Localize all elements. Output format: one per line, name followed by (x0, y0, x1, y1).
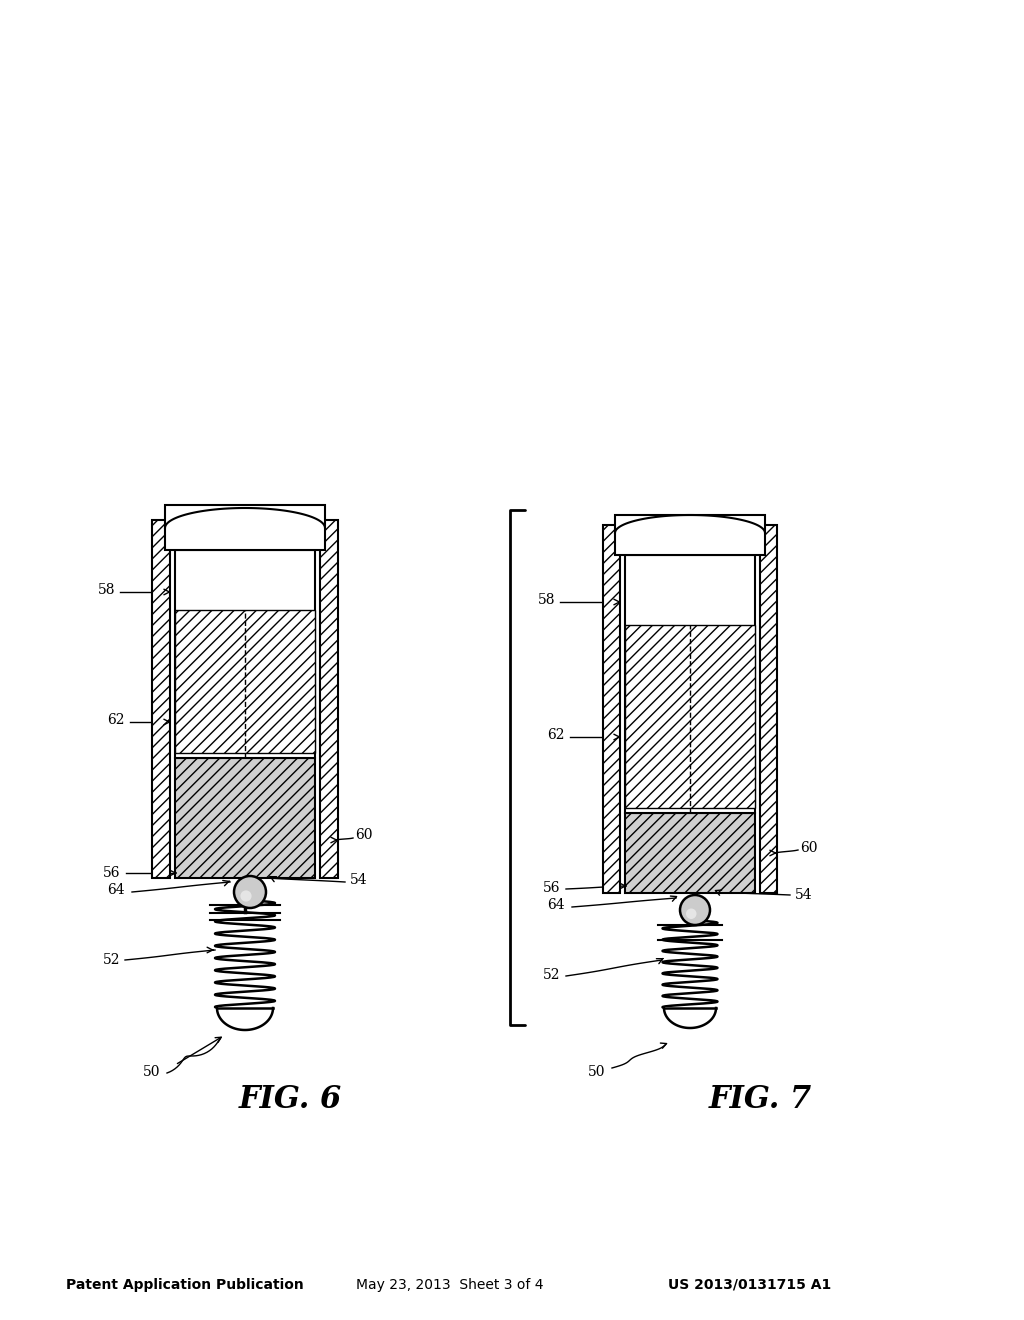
Text: FIG. 6: FIG. 6 (239, 1085, 342, 1115)
Text: Patent Application Publication: Patent Application Publication (67, 1278, 304, 1292)
Bar (625, 813, 755, 894)
Text: 58: 58 (538, 593, 555, 607)
Text: 54: 54 (795, 888, 813, 902)
Text: 52: 52 (102, 953, 120, 968)
Text: 52: 52 (543, 968, 560, 982)
Text: 60: 60 (800, 841, 817, 855)
Text: US 2013/0131715 A1: US 2013/0131715 A1 (669, 1278, 831, 1292)
Text: 64: 64 (548, 898, 565, 912)
Text: 56: 56 (543, 880, 560, 895)
Circle shape (234, 876, 266, 908)
Text: 58: 58 (97, 583, 115, 597)
Bar (175, 610, 315, 752)
Text: May 23, 2013  Sheet 3 of 4: May 23, 2013 Sheet 3 of 4 (356, 1278, 544, 1292)
Text: 62: 62 (108, 713, 125, 727)
Circle shape (241, 891, 252, 902)
Bar (625, 554, 755, 813)
Circle shape (686, 908, 696, 919)
Bar (603, 525, 620, 894)
Bar (175, 550, 315, 758)
Bar (165, 506, 325, 550)
Text: 50: 50 (142, 1065, 160, 1078)
Text: 54: 54 (350, 873, 368, 887)
Bar (319, 520, 338, 878)
Bar (152, 520, 170, 878)
Bar (615, 515, 765, 554)
Text: 62: 62 (548, 729, 565, 742)
Polygon shape (217, 1008, 273, 1030)
Text: 60: 60 (355, 828, 373, 842)
Bar (175, 758, 315, 878)
Text: 64: 64 (108, 883, 125, 898)
Text: 50: 50 (588, 1065, 605, 1078)
Text: 56: 56 (102, 866, 120, 880)
Polygon shape (664, 1008, 716, 1028)
Bar (760, 525, 777, 894)
Bar (625, 624, 755, 808)
Circle shape (680, 895, 710, 925)
Text: FIG. 7: FIG. 7 (709, 1085, 812, 1115)
